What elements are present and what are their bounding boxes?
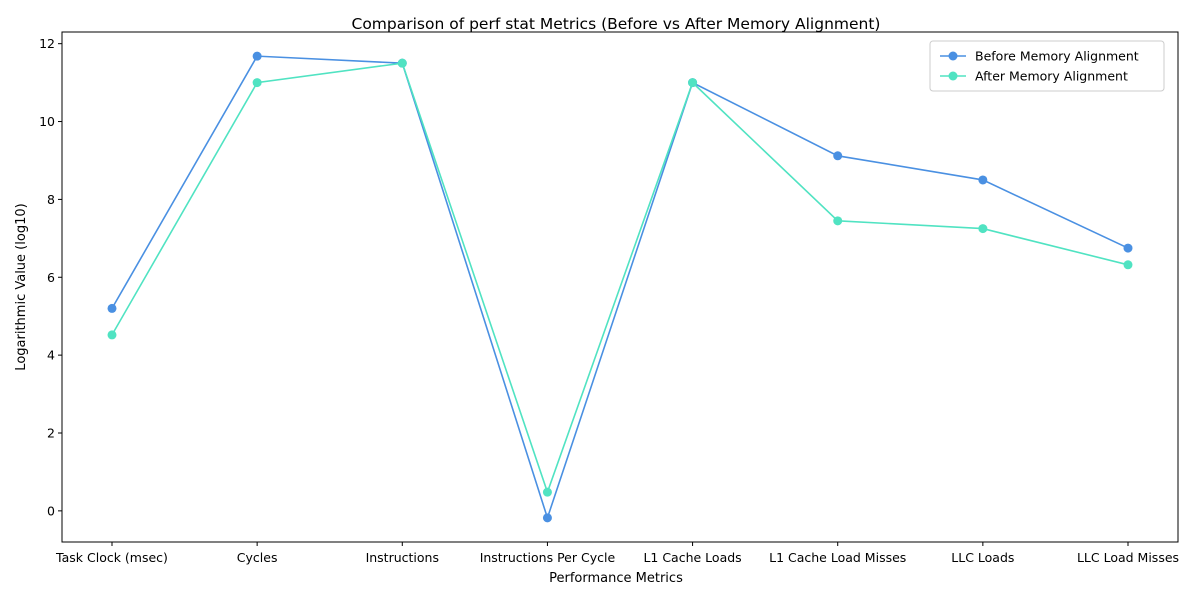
series-line <box>111 55 1129 521</box>
series-line <box>111 62 1129 495</box>
data-point <box>107 303 117 313</box>
data-point <box>542 487 552 497</box>
y-axis-label: Logarithmic Value (log10) <box>14 203 29 370</box>
y-axis-ticks: 0 2 4 6 8 10 12 <box>39 36 62 518</box>
y-tick-label: 0 <box>47 503 55 518</box>
x-tick-label: Instructions Per Cycle <box>480 550 616 565</box>
x-tick-label: Task Clock (msec) <box>55 550 168 565</box>
x-tick-label: Cycles <box>237 550 278 565</box>
legend-box <box>929 40 1165 92</box>
data-point <box>1123 243 1133 253</box>
data-point <box>397 58 407 68</box>
data-point <box>252 78 262 88</box>
legend-marker <box>948 71 958 81</box>
y-tick-label: 10 <box>39 114 55 129</box>
data-point <box>978 175 988 185</box>
data-point <box>688 78 698 88</box>
y-tick-label: 4 <box>47 348 55 363</box>
data-point <box>978 224 988 234</box>
legend-marker <box>948 51 958 61</box>
legend-entry-label: After Memory Alignment <box>975 69 1128 84</box>
x-tick-label: L1 Cache Loads <box>643 550 741 565</box>
series-layer <box>107 51 1133 523</box>
data-point <box>542 513 552 523</box>
data-point <box>252 51 262 61</box>
y-tick-label: 6 <box>47 270 55 285</box>
legend-entry-label: Before Memory Alignment <box>975 49 1139 64</box>
x-axis-label: Performance Metrics <box>549 571 683 586</box>
x-axis-ticks: Task Clock (msec) Cycles Instructions Instr… <box>55 542 1179 565</box>
x-tick-label: Instructions <box>366 550 439 565</box>
data-point <box>1123 260 1133 270</box>
x-tick-label: LLC Load Misses <box>1077 550 1179 565</box>
data-point <box>833 216 843 226</box>
x-tick-label: LLC Loads <box>951 550 1014 565</box>
data-point <box>107 330 117 340</box>
chart-title: Comparison of perf stat Metrics (Before … <box>352 15 881 33</box>
data-point <box>833 151 843 161</box>
y-tick-label: 12 <box>39 36 55 51</box>
y-tick-label: 8 <box>47 192 55 207</box>
y-tick-label: 2 <box>47 425 55 440</box>
x-tick-label: L1 Cache Load Misses <box>769 550 906 565</box>
legend: Before Memory Alignment After Memory Alig… <box>929 40 1165 92</box>
